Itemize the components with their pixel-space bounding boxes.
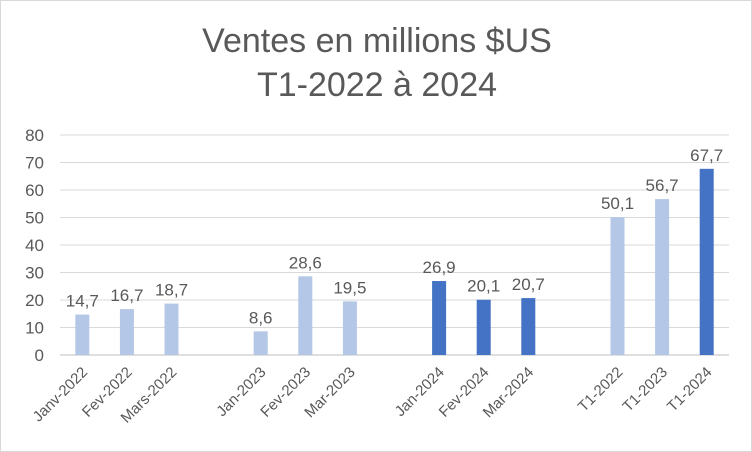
- bar: [610, 217, 625, 355]
- data-label: 28,6: [289, 253, 322, 272]
- bar: [164, 303, 179, 355]
- y-tick-label: 0: [35, 346, 44, 365]
- data-label: 20,1: [467, 277, 500, 296]
- bar: [253, 331, 268, 355]
- x-tick-label: T1-2024: [664, 364, 716, 416]
- bar: [521, 298, 536, 355]
- data-label: 16,7: [110, 286, 143, 305]
- data-label: 19,5: [333, 278, 366, 297]
- chart-title-line2: T1-2022 à 2024: [256, 66, 498, 104]
- y-tick-label: 80: [25, 126, 44, 145]
- data-label: 67,7: [690, 146, 723, 165]
- bar: [298, 276, 313, 355]
- y-tick-label: 20: [25, 291, 44, 310]
- y-tick-label: 70: [25, 154, 44, 173]
- y-tick-label: 60: [25, 181, 44, 200]
- data-label: 50,1: [601, 194, 634, 213]
- bar: [476, 299, 491, 355]
- bar: [699, 168, 714, 355]
- bar: [342, 301, 357, 355]
- x-tick-label: T1-2022: [575, 364, 627, 416]
- bar: [119, 309, 134, 355]
- data-label: 14,7: [66, 292, 99, 311]
- y-tick-label: 10: [25, 319, 44, 338]
- bar: [432, 281, 447, 355]
- y-tick-label: 40: [25, 236, 44, 255]
- data-label: 8,6: [249, 308, 273, 327]
- chart-title-line1: Ventes en millions $US: [202, 22, 552, 60]
- x-tick-label: Janv-2022: [30, 364, 92, 426]
- y-tick-label: 50: [25, 209, 44, 228]
- y-tick-label: 30: [25, 264, 44, 283]
- bar: [655, 199, 670, 355]
- data-label: 18,7: [155, 281, 188, 300]
- bar: [75, 314, 90, 355]
- x-tick-label: T1-2023: [619, 364, 671, 416]
- chart-title: Ventes en millions $US T1-2022 à 2024: [1, 19, 751, 107]
- data-label: 20,7: [512, 275, 545, 294]
- data-label: 56,7: [646, 176, 679, 195]
- data-label: 26,9: [423, 258, 456, 277]
